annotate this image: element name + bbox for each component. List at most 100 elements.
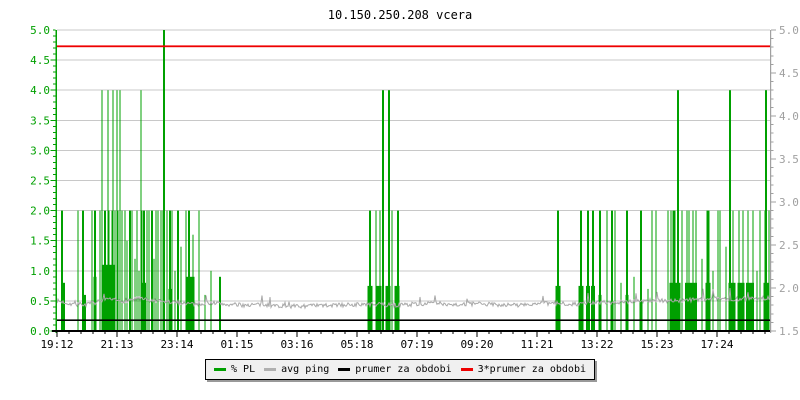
pl-bar xyxy=(647,288,649,331)
pl-bar xyxy=(633,276,635,331)
right-axis-label: 5.0 xyxy=(779,24,799,37)
period-avg-swatch-icon xyxy=(338,368,351,371)
pl-bar xyxy=(369,210,371,331)
pl-bar xyxy=(111,210,113,331)
legend-item-period-avg-3x: 3*prumer za obdobi xyxy=(460,364,586,375)
pl-bar xyxy=(737,282,745,331)
legend-label-period-avg-3x: 3*prumer za obdobi xyxy=(477,364,586,375)
pl-bar xyxy=(153,258,155,331)
pl-bar xyxy=(219,276,221,331)
pl-bar xyxy=(685,282,697,331)
pl-bar xyxy=(620,282,622,331)
legend-label-pl: % PL xyxy=(231,364,256,375)
pl-bar xyxy=(686,210,688,331)
pl-bar xyxy=(198,210,200,331)
pl-bar xyxy=(701,258,703,331)
pl-bar xyxy=(131,210,133,331)
period-avg-3x-swatch-icon xyxy=(460,368,473,371)
pl-bar xyxy=(747,210,749,331)
pl-bar xyxy=(108,210,110,331)
pl-bar xyxy=(160,210,162,331)
pl-bar xyxy=(94,210,96,331)
left-axis-label: 4.0 xyxy=(30,84,50,97)
left-axis-label: 0.0 xyxy=(30,325,50,338)
pl-bar xyxy=(138,270,140,331)
pl-bar xyxy=(599,210,601,331)
pl-bar xyxy=(670,210,672,331)
pl-bar xyxy=(157,210,159,331)
pl-bar xyxy=(742,210,744,331)
pl-bar xyxy=(587,210,589,331)
right-axis xyxy=(770,30,772,333)
pl-bar xyxy=(112,90,114,331)
pl-bar xyxy=(651,210,653,331)
left-axis-label: 1.0 xyxy=(30,265,50,278)
x-axis-label: 05:18 xyxy=(340,338,373,351)
pl-bar xyxy=(765,90,767,331)
legend: % PL avg ping prumer za obdobi 3*prumer … xyxy=(205,359,595,380)
pl-bar xyxy=(712,270,714,331)
x-axis-label: 09:20 xyxy=(460,338,493,351)
period-avg-3x-line xyxy=(57,45,770,48)
pl-bar xyxy=(148,210,150,331)
legend-label-avg-ping: avg ping xyxy=(281,364,330,375)
pl-bar xyxy=(126,240,128,331)
x-axis-label: 01:15 xyxy=(220,338,253,351)
right-axis-label: 2.0 xyxy=(779,282,799,295)
right-axis-label: 2.5 xyxy=(779,239,799,252)
pl-bar xyxy=(677,90,679,331)
pl-bar xyxy=(725,246,727,331)
pl-bar xyxy=(174,270,176,331)
pl-bar xyxy=(146,210,148,331)
x-axis-label: 19:12 xyxy=(40,338,73,351)
right-axis-label: 1.5 xyxy=(779,325,799,338)
pl-bar xyxy=(155,210,157,331)
pl-bar xyxy=(116,90,118,331)
left-axis-label: 2.0 xyxy=(30,205,50,218)
pl-bar xyxy=(82,210,84,331)
pl-bar xyxy=(606,210,608,331)
avg-ping-swatch-icon xyxy=(264,368,277,371)
x-axis-label: 21:13 xyxy=(100,338,133,351)
pl-bar xyxy=(655,210,657,331)
pl-bar xyxy=(121,210,123,331)
pl-bar xyxy=(169,210,171,331)
pl-bar xyxy=(391,210,393,331)
right-axis-label: 3.5 xyxy=(779,153,799,166)
pl-bar xyxy=(717,210,719,331)
pl-bar xyxy=(124,210,126,331)
pl-bar xyxy=(141,210,143,331)
pl-bar xyxy=(101,90,103,331)
pl-bar xyxy=(140,90,142,331)
pl-bar xyxy=(99,210,101,331)
x-axis-label: 15:23 xyxy=(640,338,673,351)
pl-bar xyxy=(732,210,734,331)
left-axis xyxy=(55,30,57,333)
left-axis-label: 4.5 xyxy=(30,54,50,67)
pl-bar xyxy=(729,90,731,331)
pl-bar xyxy=(77,210,79,331)
pl-bar xyxy=(756,270,758,331)
pl-swatch-icon xyxy=(214,368,227,371)
avg-ping-line xyxy=(56,288,771,310)
pl-bar xyxy=(376,285,382,331)
pl-bar xyxy=(107,90,109,331)
left-axis-label: 2.5 xyxy=(30,175,50,188)
pl-bar xyxy=(382,90,384,331)
pl-bar xyxy=(640,210,642,331)
left-axis-label: 3.0 xyxy=(30,144,50,157)
pl-bar xyxy=(388,90,390,331)
pl-bar xyxy=(719,210,721,331)
x-axis-label: 13:22 xyxy=(580,338,613,351)
x-axis-label: 23:14 xyxy=(160,338,193,351)
pl-bar xyxy=(185,210,187,331)
pl-bar xyxy=(114,210,116,331)
pl-bar xyxy=(375,210,377,331)
left-axis-label: 1.5 xyxy=(30,235,50,248)
legend-label-period-avg: prumer za obdobi xyxy=(355,364,452,375)
pl-bar xyxy=(119,90,121,331)
pl-bar xyxy=(204,294,206,331)
pl-bar xyxy=(136,210,138,331)
